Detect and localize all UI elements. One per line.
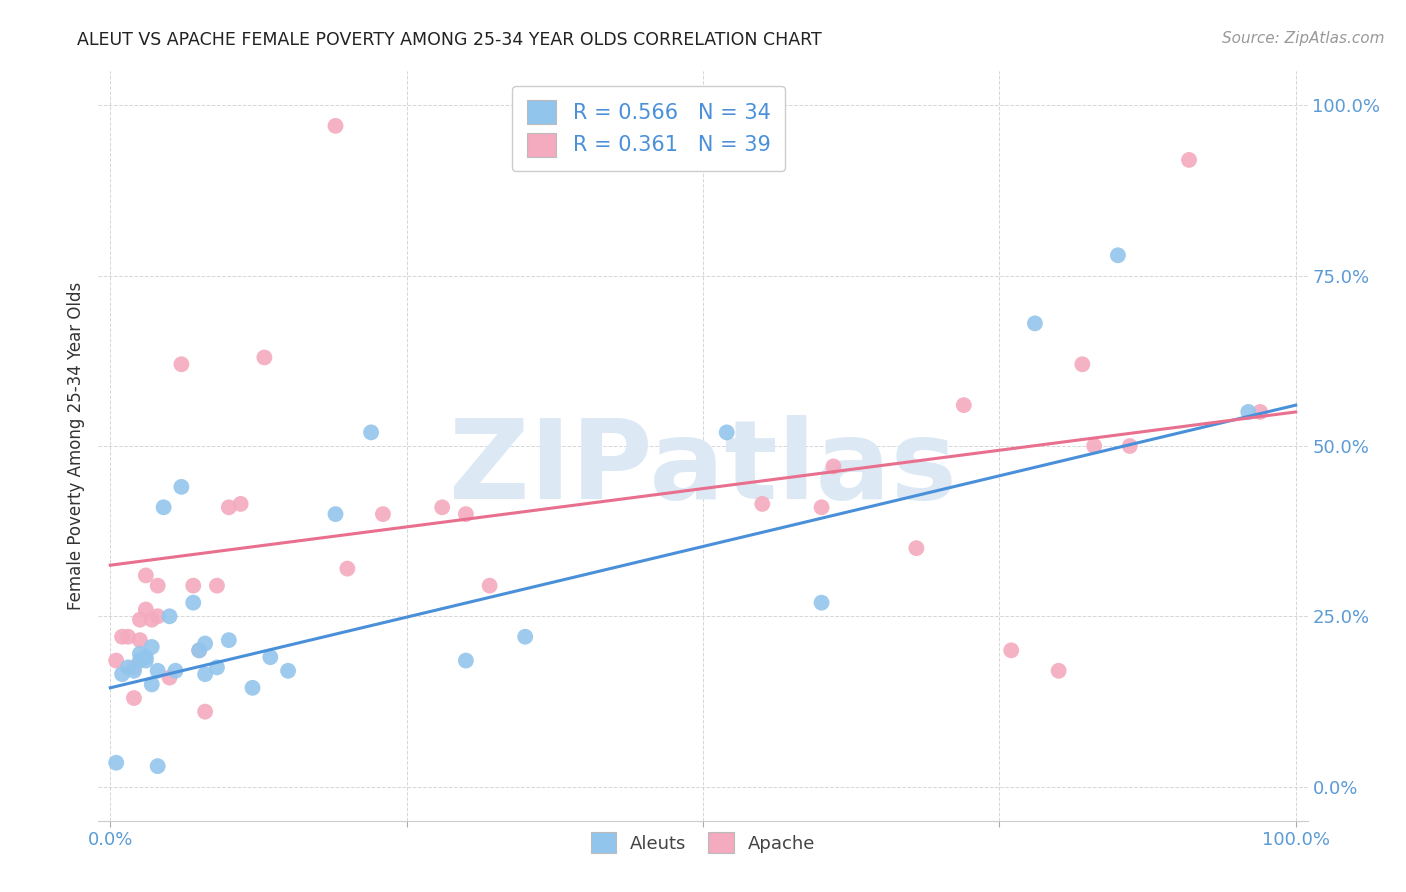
Point: [181, 579, 204, 593]
Point: [454, 507, 477, 521]
Point: [188, 643, 211, 657]
Point: [478, 579, 501, 593]
Y-axis label: Female Poverty Among 25-34 Year Olds: Female Poverty Among 25-34 Year Olds: [66, 282, 84, 610]
Point: [194, 636, 217, 650]
Point: [135, 568, 157, 582]
Point: [152, 500, 174, 515]
Point: [122, 660, 145, 674]
Point: [515, 630, 537, 644]
Point: [952, 398, 974, 412]
Point: [432, 500, 454, 515]
Text: ZIPatlas: ZIPatlas: [449, 415, 957, 522]
Point: [117, 660, 139, 674]
Point: [146, 664, 169, 678]
Point: [229, 497, 252, 511]
Point: [218, 500, 240, 515]
Point: [194, 705, 217, 719]
Point: [253, 351, 276, 365]
Point: [141, 640, 163, 654]
Point: [105, 654, 128, 668]
Point: [181, 596, 204, 610]
Point: [129, 613, 152, 627]
Point: [122, 691, 145, 706]
Point: [823, 459, 845, 474]
Point: [117, 630, 139, 644]
Point: [751, 497, 773, 511]
Point: [810, 500, 832, 515]
Point: [325, 507, 347, 521]
Point: [205, 660, 228, 674]
Point: [129, 647, 152, 661]
Point: [165, 664, 187, 678]
Point: [159, 671, 181, 685]
Point: [188, 643, 211, 657]
Point: [1083, 439, 1105, 453]
Point: [1237, 405, 1260, 419]
Point: [135, 602, 157, 616]
Point: [135, 650, 157, 665]
Point: [135, 654, 157, 668]
Point: [259, 650, 281, 665]
Point: [1024, 317, 1046, 331]
Point: [242, 681, 264, 695]
Point: [218, 633, 240, 648]
Point: [1071, 357, 1094, 371]
Point: [1249, 405, 1271, 419]
Point: [1178, 153, 1201, 167]
Point: [146, 759, 169, 773]
Point: [111, 630, 134, 644]
Point: [277, 664, 299, 678]
Point: [1119, 439, 1142, 453]
Legend: Aleuts, Apache: Aleuts, Apache: [583, 825, 823, 860]
Point: [360, 425, 382, 440]
Point: [205, 579, 228, 593]
Point: [122, 664, 145, 678]
Point: [141, 613, 163, 627]
Point: [1107, 248, 1129, 262]
Point: [159, 609, 181, 624]
Point: [141, 677, 163, 691]
Point: [905, 541, 928, 556]
Point: [105, 756, 128, 770]
Point: [129, 633, 152, 648]
Point: [146, 609, 169, 624]
Point: [1000, 643, 1022, 657]
Point: [371, 507, 394, 521]
Point: [336, 561, 359, 575]
Point: [810, 596, 832, 610]
Point: [325, 119, 347, 133]
Point: [111, 667, 134, 681]
Text: Source: ZipAtlas.com: Source: ZipAtlas.com: [1222, 31, 1385, 46]
Point: [146, 579, 169, 593]
Point: [129, 654, 152, 668]
Text: ALEUT VS APACHE FEMALE POVERTY AMONG 25-34 YEAR OLDS CORRELATION CHART: ALEUT VS APACHE FEMALE POVERTY AMONG 25-…: [77, 31, 823, 49]
Point: [454, 654, 477, 668]
Point: [194, 667, 217, 681]
Point: [1047, 664, 1070, 678]
Point: [170, 480, 193, 494]
Point: [170, 357, 193, 371]
Point: [716, 425, 738, 440]
